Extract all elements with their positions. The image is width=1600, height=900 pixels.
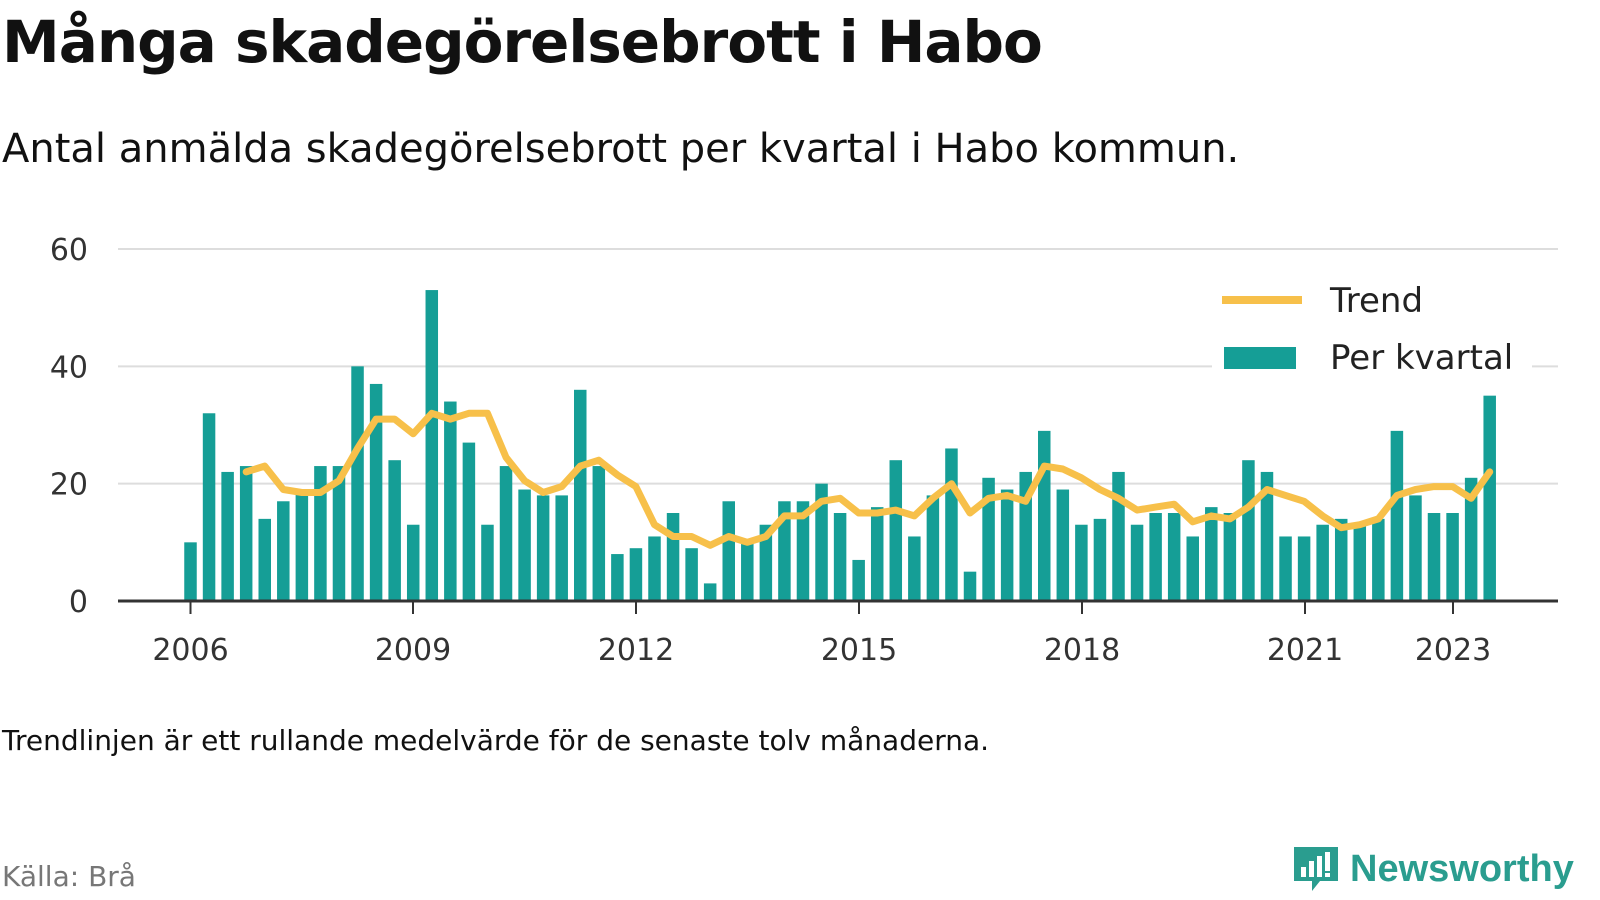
bar [277,501,290,601]
bar [796,501,810,601]
bar [1409,495,1422,601]
bar [1149,513,1162,601]
bar [1186,536,1199,601]
bar [1112,471,1125,601]
bar [592,466,606,601]
y-tick-label: 20 [50,468,88,503]
bar [1279,536,1292,601]
y-tick-label: 60 [50,233,88,268]
bar [462,442,476,601]
bar [1093,518,1107,601]
bar [926,495,940,601]
bar [889,460,903,601]
bar [666,513,680,601]
bar [1446,513,1459,601]
x-tick-label: 2012 [598,633,674,668]
newsworthy-logo-icon [1294,847,1338,891]
legend-bar-swatch [1224,347,1296,369]
bar [722,501,735,601]
bar [648,536,661,601]
bar [258,518,271,601]
bar [1242,460,1255,601]
bar [499,466,513,601]
bars-per-kvartal [184,290,1496,601]
bar [1316,524,1329,601]
bar [870,507,884,601]
bar [1038,430,1051,601]
bar [703,583,717,601]
bar [908,536,921,601]
bar [369,383,383,601]
bar [1167,513,1181,601]
x-axis-ticks: 2006 2009 2012 2015 2018 2021 2023 [152,601,1491,668]
x-tick-label: 2018 [1044,633,1120,668]
bar [332,466,346,601]
bar [982,477,995,601]
footnote: Trendlinjen är ett rullande medelvärde f… [2,724,990,757]
bar [945,448,958,601]
bar [202,413,216,601]
newsworthy-logo: Newsworthy [1290,843,1574,895]
y-tick-label: 0 [69,585,88,620]
bar [1334,518,1348,601]
bar [518,489,531,601]
bar [1130,524,1144,601]
bar [314,466,327,601]
trend-line-group [242,409,1494,549]
bar [611,554,624,601]
x-tick-label: 2023 [1415,633,1491,668]
bar [741,542,754,601]
bar [1390,430,1404,601]
bar [444,401,457,601]
x-tick-label: 2015 [821,633,897,668]
legend: Trend Per kvartal [1212,270,1532,382]
source-label: Källa: Brå [2,860,136,893]
bar [574,389,587,601]
brand-name: Newsworthy [1350,847,1574,890]
bar [425,290,439,601]
bar [536,495,550,601]
bar [388,460,401,601]
bar [239,466,253,601]
bar [852,559,865,601]
bar [184,542,197,601]
bar [1223,513,1237,601]
bar [685,548,698,601]
bar [555,495,568,601]
x-tick-label: 2009 [375,633,451,668]
bar [759,524,773,601]
bar [629,548,643,601]
bar [1353,524,1367,601]
bar [1427,513,1441,601]
bar [1464,477,1478,601]
chart: 0 20 40 60 2006 2009 2012 2015 2018 2021 2023 Tre… [50,233,1558,668]
legend-bar-label: Per kvartal [1330,338,1513,378]
bar [1260,471,1274,601]
y-axis-ticks: 0 20 40 60 [50,233,88,620]
x-tick-label: 2021 [1267,633,1343,668]
bar [351,366,364,601]
trend-line [242,409,1494,549]
bar [963,571,977,601]
bar [1205,507,1218,601]
bar [406,524,420,601]
chart-title: Många skadegörelsebrott i Habo [2,8,1043,76]
y-tick-label: 40 [50,350,88,385]
legend-trend-label: Trend [1329,281,1423,321]
bar [295,489,309,601]
bar [833,513,847,601]
chart-subtitle: Antal anmälda skadegörelsebrott per kvar… [2,126,1240,172]
bar [1372,518,1385,601]
bar [1000,489,1014,601]
bar [1297,536,1311,601]
bar [1075,524,1088,601]
bar [221,471,234,601]
bar [815,483,828,601]
bar [1019,471,1032,601]
bar [1056,489,1070,601]
x-tick-label: 2006 [152,633,228,668]
bar [778,501,791,601]
bar [1483,395,1496,601]
bar [481,524,494,601]
